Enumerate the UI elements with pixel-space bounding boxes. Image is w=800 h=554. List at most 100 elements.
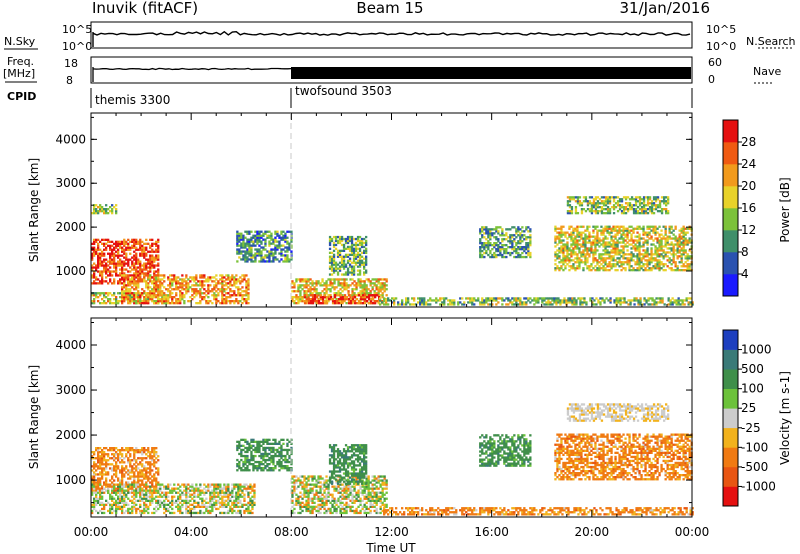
echo-cell [291, 282, 294, 285]
echo-cell [293, 284, 296, 287]
echo-cell [262, 256, 265, 259]
echo-cell [297, 288, 300, 291]
echo-cell [246, 232, 249, 235]
echo-cell [135, 302, 138, 305]
echo-cell [381, 292, 384, 295]
echo-cell [245, 290, 248, 293]
echo-cell [301, 300, 304, 303]
echo-cell [238, 244, 241, 247]
echo-cell [501, 299, 504, 302]
echo-cell [616, 239, 619, 242]
echo-cell [533, 299, 536, 302]
echo-cell [315, 294, 318, 297]
echo-cell [223, 280, 226, 283]
echo-cell [239, 280, 242, 283]
echo-cell [129, 284, 132, 287]
echo-cell [493, 297, 496, 300]
echo-cell [229, 290, 232, 293]
echo-cell [626, 233, 629, 236]
echo-cell [123, 294, 126, 297]
echo-cell [660, 210, 664, 213]
echo-cell [241, 296, 244, 299]
echo-cell [245, 280, 248, 283]
echo-cell [127, 491, 130, 494]
echo-cell [119, 505, 122, 508]
echo-cell [101, 298, 104, 301]
echo-cell [495, 242, 498, 245]
echo-cell [385, 294, 388, 297]
echo-cell [658, 235, 661, 238]
echo-cell [117, 256, 120, 259]
echo-cell [237, 294, 240, 297]
echo-cell [618, 231, 621, 234]
echo-cell [558, 237, 561, 240]
echo-cell [97, 242, 100, 245]
cpid-program-2: twofsound 3503 [295, 84, 392, 98]
echo-cell [578, 259, 581, 262]
echo-cell [357, 282, 360, 285]
echo-cell [247, 292, 250, 295]
echo-cell [560, 233, 563, 236]
echo-cell [385, 299, 388, 302]
echo-cell [581, 301, 584, 304]
echo-cell [592, 253, 595, 256]
echo-cell [361, 288, 364, 291]
echo-cell [666, 239, 669, 242]
echo-cell [519, 246, 522, 249]
echo-cell [328, 243, 332, 247]
echo-cell [245, 274, 248, 277]
echo-cell [115, 296, 118, 299]
echo-cell [115, 262, 118, 265]
echo-cell [349, 302, 353, 305]
echo-cell [111, 258, 114, 261]
echo-cell [91, 511, 94, 515]
echo-cell [642, 249, 645, 252]
echo-cell [147, 475, 150, 478]
echo-cell [125, 254, 128, 257]
echo-cell [586, 251, 589, 254]
echo-cell [133, 282, 136, 285]
echo-cell [622, 255, 625, 258]
echo-cell [656, 251, 659, 254]
echo-cell [233, 280, 236, 283]
echo-cell [519, 301, 522, 304]
echo-cell [339, 288, 342, 291]
echo-cell [115, 467, 118, 470]
echo-cell [604, 204, 608, 207]
echo-cell [483, 232, 486, 235]
echo-cell [91, 294, 94, 297]
echo-cell [181, 274, 184, 277]
echo-cell [344, 247, 348, 250]
echo-cell [622, 237, 625, 240]
echo-cell [431, 299, 434, 302]
echo-cell [411, 303, 414, 306]
echo-cell [123, 252, 126, 255]
echo-cell [595, 297, 598, 300]
echo-cell [113, 489, 116, 492]
echo-cell [107, 212, 110, 215]
echo-cell [137, 274, 140, 277]
echo-cell [117, 507, 120, 511]
echo-cell [659, 299, 662, 302]
echo-cell [105, 242, 108, 245]
echo-cell [381, 282, 384, 285]
echo-cell [676, 257, 679, 260]
echo-cell [638, 251, 641, 254]
echo-cell [121, 296, 124, 299]
echo-cell [646, 196, 650, 199]
echo-cell [103, 491, 106, 494]
echo-cell [141, 469, 144, 472]
echo-cell [171, 296, 174, 299]
echo-cell [632, 267, 635, 270]
echo-cell [103, 511, 106, 515]
echo-cell [377, 280, 380, 283]
echo-cell [303, 278, 306, 281]
echo-cell [163, 280, 166, 283]
echo-cell [145, 473, 148, 476]
echo-cell [527, 251, 530, 255]
echo-cell [618, 227, 621, 230]
echo-cell [615, 299, 618, 302]
echo-cell [686, 243, 689, 246]
echo-cell [107, 463, 110, 466]
echo-cell [135, 252, 138, 255]
